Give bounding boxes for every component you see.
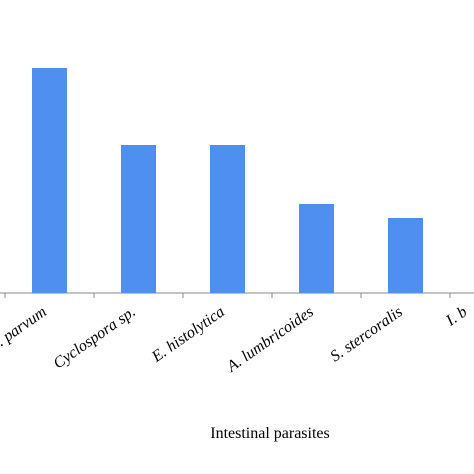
x-tick-label: A. lumbricoides	[223, 303, 317, 376]
bar	[299, 204, 334, 293]
x-tick-label: . parvum	[0, 303, 50, 350]
bar	[32, 68, 67, 293]
x-tick-label: Cyclospora sp.	[50, 303, 138, 372]
x-tick-label: E. histolytica	[148, 303, 228, 366]
x-tick-label: I. b	[442, 303, 470, 330]
bar	[388, 218, 423, 293]
x-tick-label: S. stercoralis	[327, 303, 405, 365]
bar	[121, 145, 156, 293]
x-axis-title: Intestinal parasites	[210, 425, 330, 442]
bar	[210, 145, 245, 293]
